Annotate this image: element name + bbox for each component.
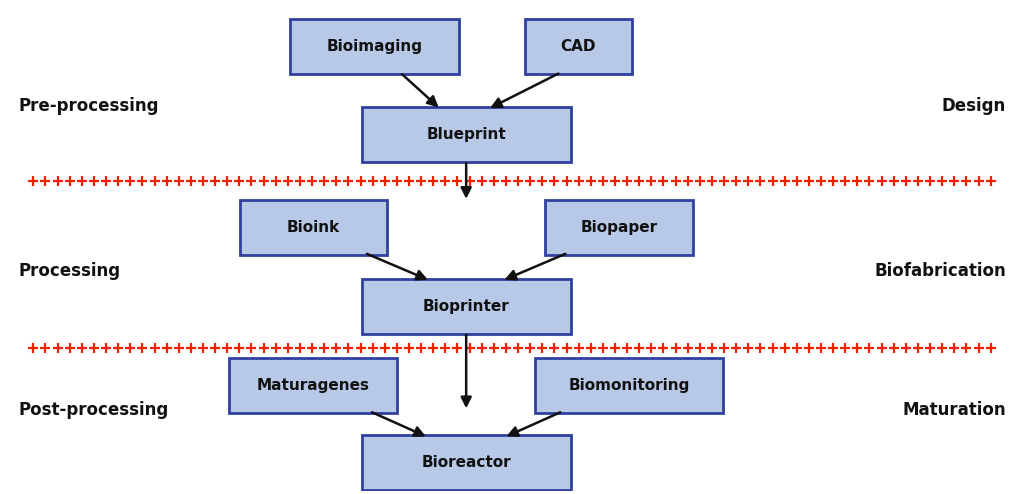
Text: Bioprinter: Bioprinter: [423, 299, 510, 314]
Text: Post-processing: Post-processing: [18, 401, 168, 419]
Text: Design: Design: [942, 97, 1006, 115]
FancyBboxPatch shape: [524, 19, 632, 74]
Text: Biomonitoring: Biomonitoring: [568, 378, 690, 393]
FancyBboxPatch shape: [361, 279, 570, 334]
Text: Bioreactor: Bioreactor: [421, 455, 511, 470]
FancyBboxPatch shape: [229, 358, 397, 413]
Text: Bioink: Bioink: [287, 220, 340, 235]
Text: Biopaper: Biopaper: [581, 220, 657, 235]
Text: Biofabrication: Biofabrication: [874, 262, 1006, 280]
FancyBboxPatch shape: [240, 200, 387, 255]
FancyBboxPatch shape: [545, 200, 693, 255]
Text: Bioimaging: Bioimaging: [327, 40, 423, 54]
Text: Maturation: Maturation: [902, 401, 1006, 419]
Text: Blueprint: Blueprint: [426, 127, 506, 142]
Text: Maturagenes: Maturagenes: [257, 378, 370, 393]
FancyBboxPatch shape: [361, 435, 570, 490]
Text: Pre-processing: Pre-processing: [18, 97, 159, 115]
FancyBboxPatch shape: [535, 358, 723, 413]
Text: Processing: Processing: [18, 262, 120, 280]
FancyBboxPatch shape: [361, 107, 570, 163]
Text: CAD: CAD: [560, 40, 596, 54]
FancyBboxPatch shape: [291, 19, 459, 74]
